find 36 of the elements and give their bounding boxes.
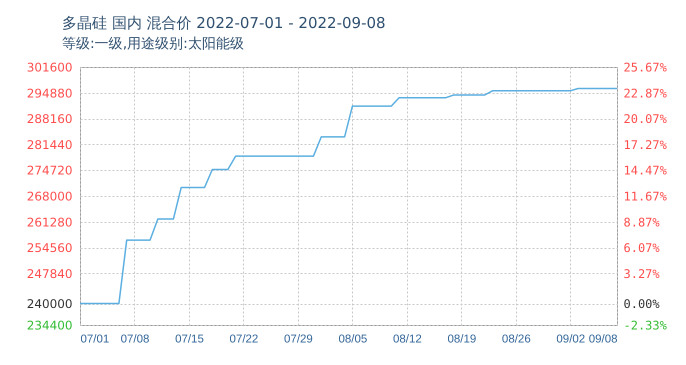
y2-tick-label: 6.07% [624, 241, 660, 256]
x-tick-label: 08/19 [447, 334, 476, 346]
line-series [80, 88, 617, 304]
y-tick-label: 274720 [26, 164, 72, 178]
chart-subtitle: 等级:一级,用途级别:太阳能级 [62, 36, 244, 52]
x-tick-label: 07/08 [120, 334, 150, 346]
y2-tick-label: 11.67% [624, 190, 668, 204]
x-tick-label: 07/22 [230, 334, 258, 346]
x-tick-label: 09/02 [556, 334, 586, 346]
y2-tick-label: 14.47% [624, 164, 668, 178]
y-tick-label: 247840 [26, 266, 72, 281]
y-tick-label: 301600 [26, 60, 72, 74]
x-tick-label: 08/12 [392, 334, 422, 346]
x-tick-label: 07/15 [175, 334, 204, 346]
y2-tick-label: 3.27% [624, 266, 660, 281]
y-tick-label: 268000 [26, 190, 72, 204]
x-tick-label: 09/08 [588, 334, 618, 346]
x-tick-label: 08/05 [338, 334, 368, 346]
y-tick-label: 254560 [26, 241, 72, 256]
y-tick-label: 261280 [26, 215, 72, 230]
y-tick-label: 281440 [26, 138, 72, 152]
y-tick-label: 234400 [26, 318, 72, 332]
y2-tick-label: -2.33% [624, 318, 668, 332]
y2-tick-label: 0.00% [624, 297, 660, 312]
y2-tick-label: 22.87% [624, 86, 668, 100]
y2-tick-label: 17.27% [624, 138, 668, 152]
y-tick-label: 288160 [26, 112, 72, 126]
y2-tick-label: 8.87% [624, 215, 660, 230]
y-tick-label: 294880 [26, 86, 72, 100]
x-tick-label: 07/29 [284, 334, 313, 346]
y2-tick-label: 20.07% [624, 112, 668, 126]
y-tick-label: 240000 [26, 297, 72, 311]
x-tick-label: 07/01 [80, 334, 110, 346]
y2-tick-label: 25.67% [624, 60, 668, 74]
x-tick-label: 08/26 [502, 334, 531, 346]
chart-title: 多晶硅 国内 混合价 2022-07-01 - 2022-09-08 [62, 14, 386, 32]
